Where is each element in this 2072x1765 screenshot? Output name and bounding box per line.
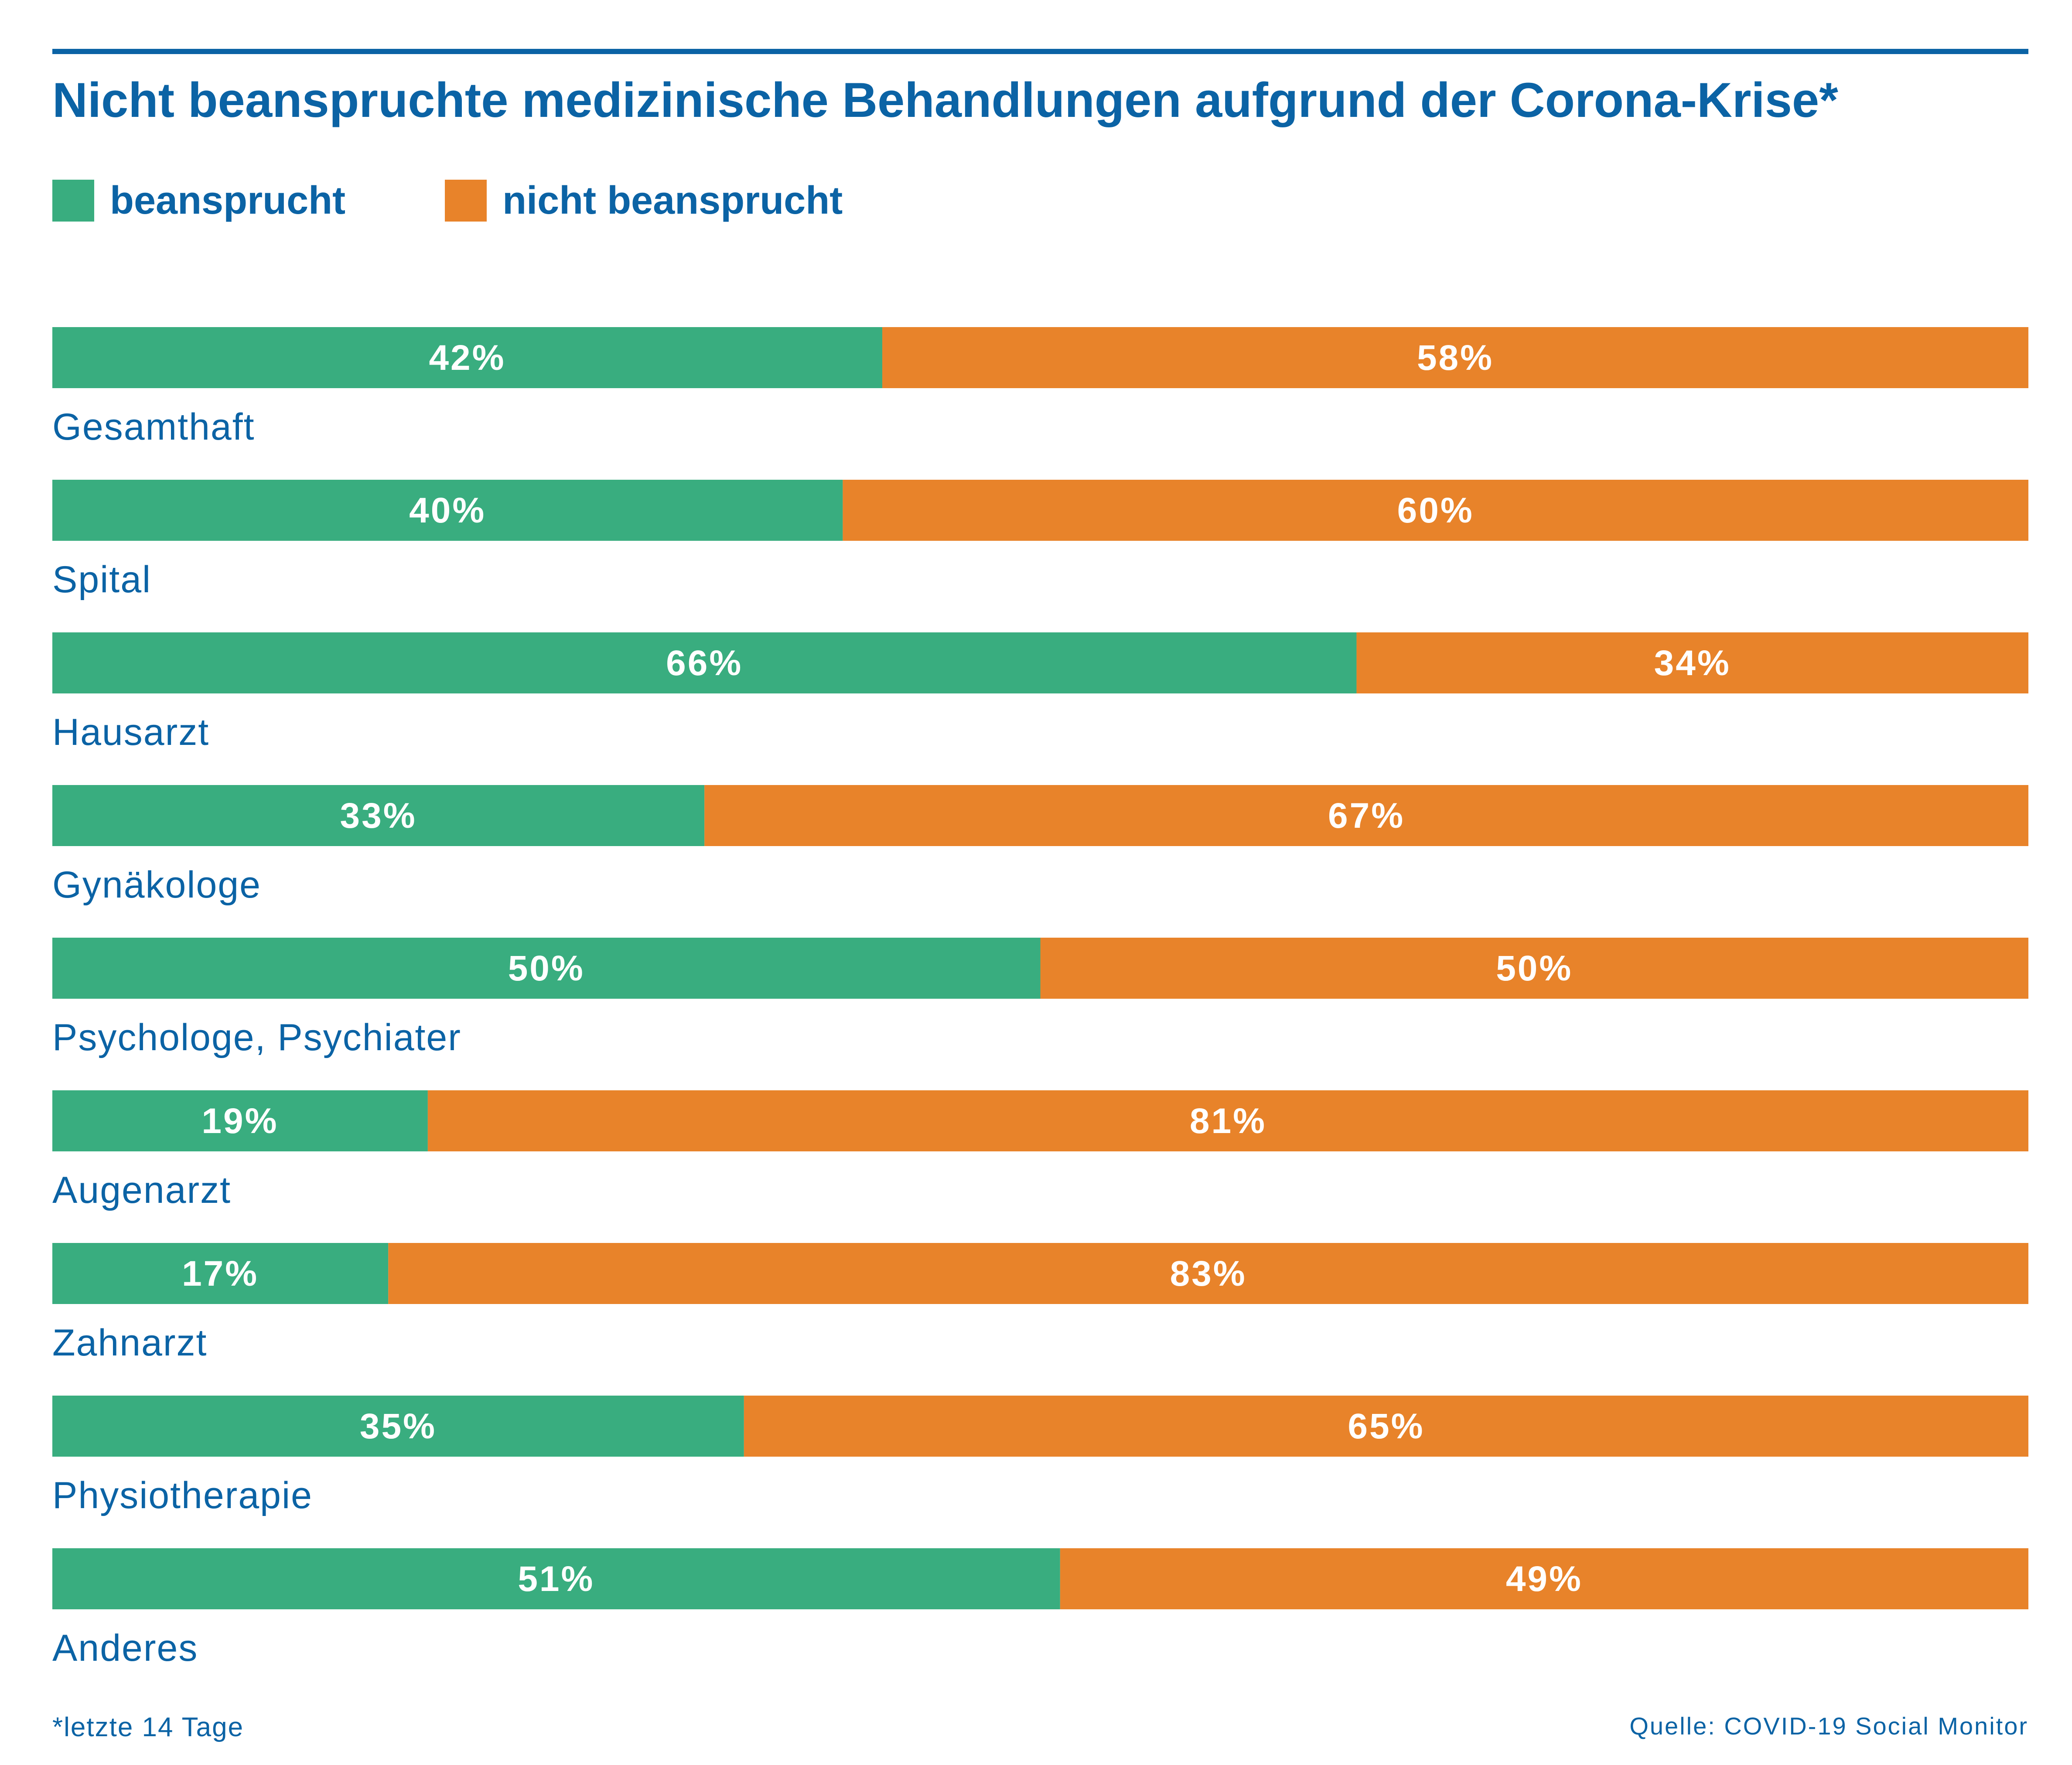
bar-beansprucht-physiotherapie bbox=[52, 1396, 744, 1457]
bar-beansprucht-hausarzt bbox=[52, 632, 1357, 693]
data-label-beansprucht-spital: 40% bbox=[409, 491, 486, 530]
bar-nicht-beansprucht-augenarzt bbox=[427, 1090, 2028, 1151]
category-label-gesamthaft: Gesamthaft bbox=[52, 406, 255, 448]
legend-item-beansprucht: beansprucht bbox=[52, 180, 345, 222]
data-label-beansprucht-psychologe-psychiater: 50% bbox=[508, 949, 585, 988]
legend: beansprucht nicht beansprucht bbox=[52, 180, 942, 222]
data-label-beansprucht-anderes: 51% bbox=[518, 1559, 594, 1599]
category-label-physiotherapie: Physiotherapie bbox=[52, 1475, 313, 1516]
legend-item-nicht-beansprucht: nicht beansprucht bbox=[445, 180, 843, 222]
bar-nicht-beansprucht-psychologe-psychiater bbox=[1040, 938, 2028, 999]
data-label-beansprucht-zahnarzt: 17% bbox=[182, 1254, 259, 1294]
bar-beansprucht-zahnarzt bbox=[52, 1243, 389, 1304]
category-label-psychologe-psychiater: Psychologe, Psychiater bbox=[52, 1017, 461, 1058]
data-label-nicht-beansprucht-psychologe-psychiater: 50% bbox=[1496, 949, 1573, 988]
bar-beansprucht-gesamthaft bbox=[52, 327, 883, 388]
top-rule bbox=[52, 49, 2028, 54]
footnote: *letzte 14 Tage bbox=[52, 1712, 244, 1742]
data-label-nicht-beansprucht-gynäkologe: 67% bbox=[1328, 796, 1405, 836]
bar-nicht-beansprucht-zahnarzt bbox=[388, 1243, 2028, 1304]
data-label-beansprucht-hausarzt: 66% bbox=[666, 643, 743, 683]
data-label-nicht-beansprucht-hausarzt: 34% bbox=[1654, 643, 1731, 683]
bar-beansprucht-spital bbox=[52, 480, 843, 541]
category-label-zahnarzt: Zahnarzt bbox=[52, 1322, 207, 1364]
legend-label-nicht-beansprucht: nicht beansprucht bbox=[502, 179, 843, 222]
data-label-nicht-beansprucht-physiotherapie: 65% bbox=[1348, 1407, 1424, 1446]
category-label-anderes: Anderes bbox=[52, 1627, 198, 1669]
bar-beansprucht-psychologe-psychiater bbox=[52, 938, 1041, 999]
data-label-beansprucht-gynäkologe: 33% bbox=[340, 796, 417, 836]
bar-nicht-beansprucht-physiotherapie bbox=[744, 1396, 2028, 1457]
category-label-gynäkologe: Gynäkologe bbox=[52, 864, 261, 906]
category-label-spital: Spital bbox=[52, 559, 151, 601]
legend-swatch-nicht-beansprucht bbox=[445, 180, 487, 222]
data-label-nicht-beansprucht-anderes: 49% bbox=[1506, 1559, 1583, 1599]
data-label-beansprucht-gesamthaft: 42% bbox=[429, 338, 505, 378]
bar-nicht-beansprucht-spital bbox=[843, 480, 2029, 541]
source-note: Quelle: COVID-19 Social Monitor bbox=[1629, 1712, 2028, 1740]
data-label-beansprucht-physiotherapie: 35% bbox=[360, 1407, 437, 1446]
bar-beansprucht-augenarzt bbox=[52, 1090, 428, 1151]
bar-nicht-beansprucht-anderes bbox=[1060, 1548, 2028, 1609]
bar-beansprucht-anderes bbox=[52, 1548, 1060, 1609]
data-label-nicht-beansprucht-augenarzt: 81% bbox=[1190, 1101, 1266, 1141]
legend-swatch-beansprucht bbox=[52, 180, 94, 222]
bar-nicht-beansprucht-gynäkologe bbox=[704, 785, 2028, 846]
category-label-augenarzt: Augenarzt bbox=[52, 1169, 231, 1211]
data-label-nicht-beansprucht-gesamthaft: 58% bbox=[1417, 338, 1494, 378]
bar-beansprucht-gynäkologe bbox=[52, 785, 705, 846]
category-label-hausarzt: Hausarzt bbox=[52, 711, 209, 753]
data-label-beansprucht-augenarzt: 19% bbox=[201, 1101, 278, 1141]
data-label-nicht-beansprucht-zahnarzt: 83% bbox=[1170, 1254, 1247, 1294]
data-label-nicht-beansprucht-spital: 60% bbox=[1397, 491, 1474, 530]
bar-nicht-beansprucht-gesamthaft bbox=[882, 327, 2028, 388]
chart-title: Nicht beanspruchte medizinische Behandlu… bbox=[52, 73, 1838, 127]
bar-nicht-beansprucht-hausarzt bbox=[1356, 632, 2028, 693]
legend-label-beansprucht: beansprucht bbox=[110, 179, 346, 222]
